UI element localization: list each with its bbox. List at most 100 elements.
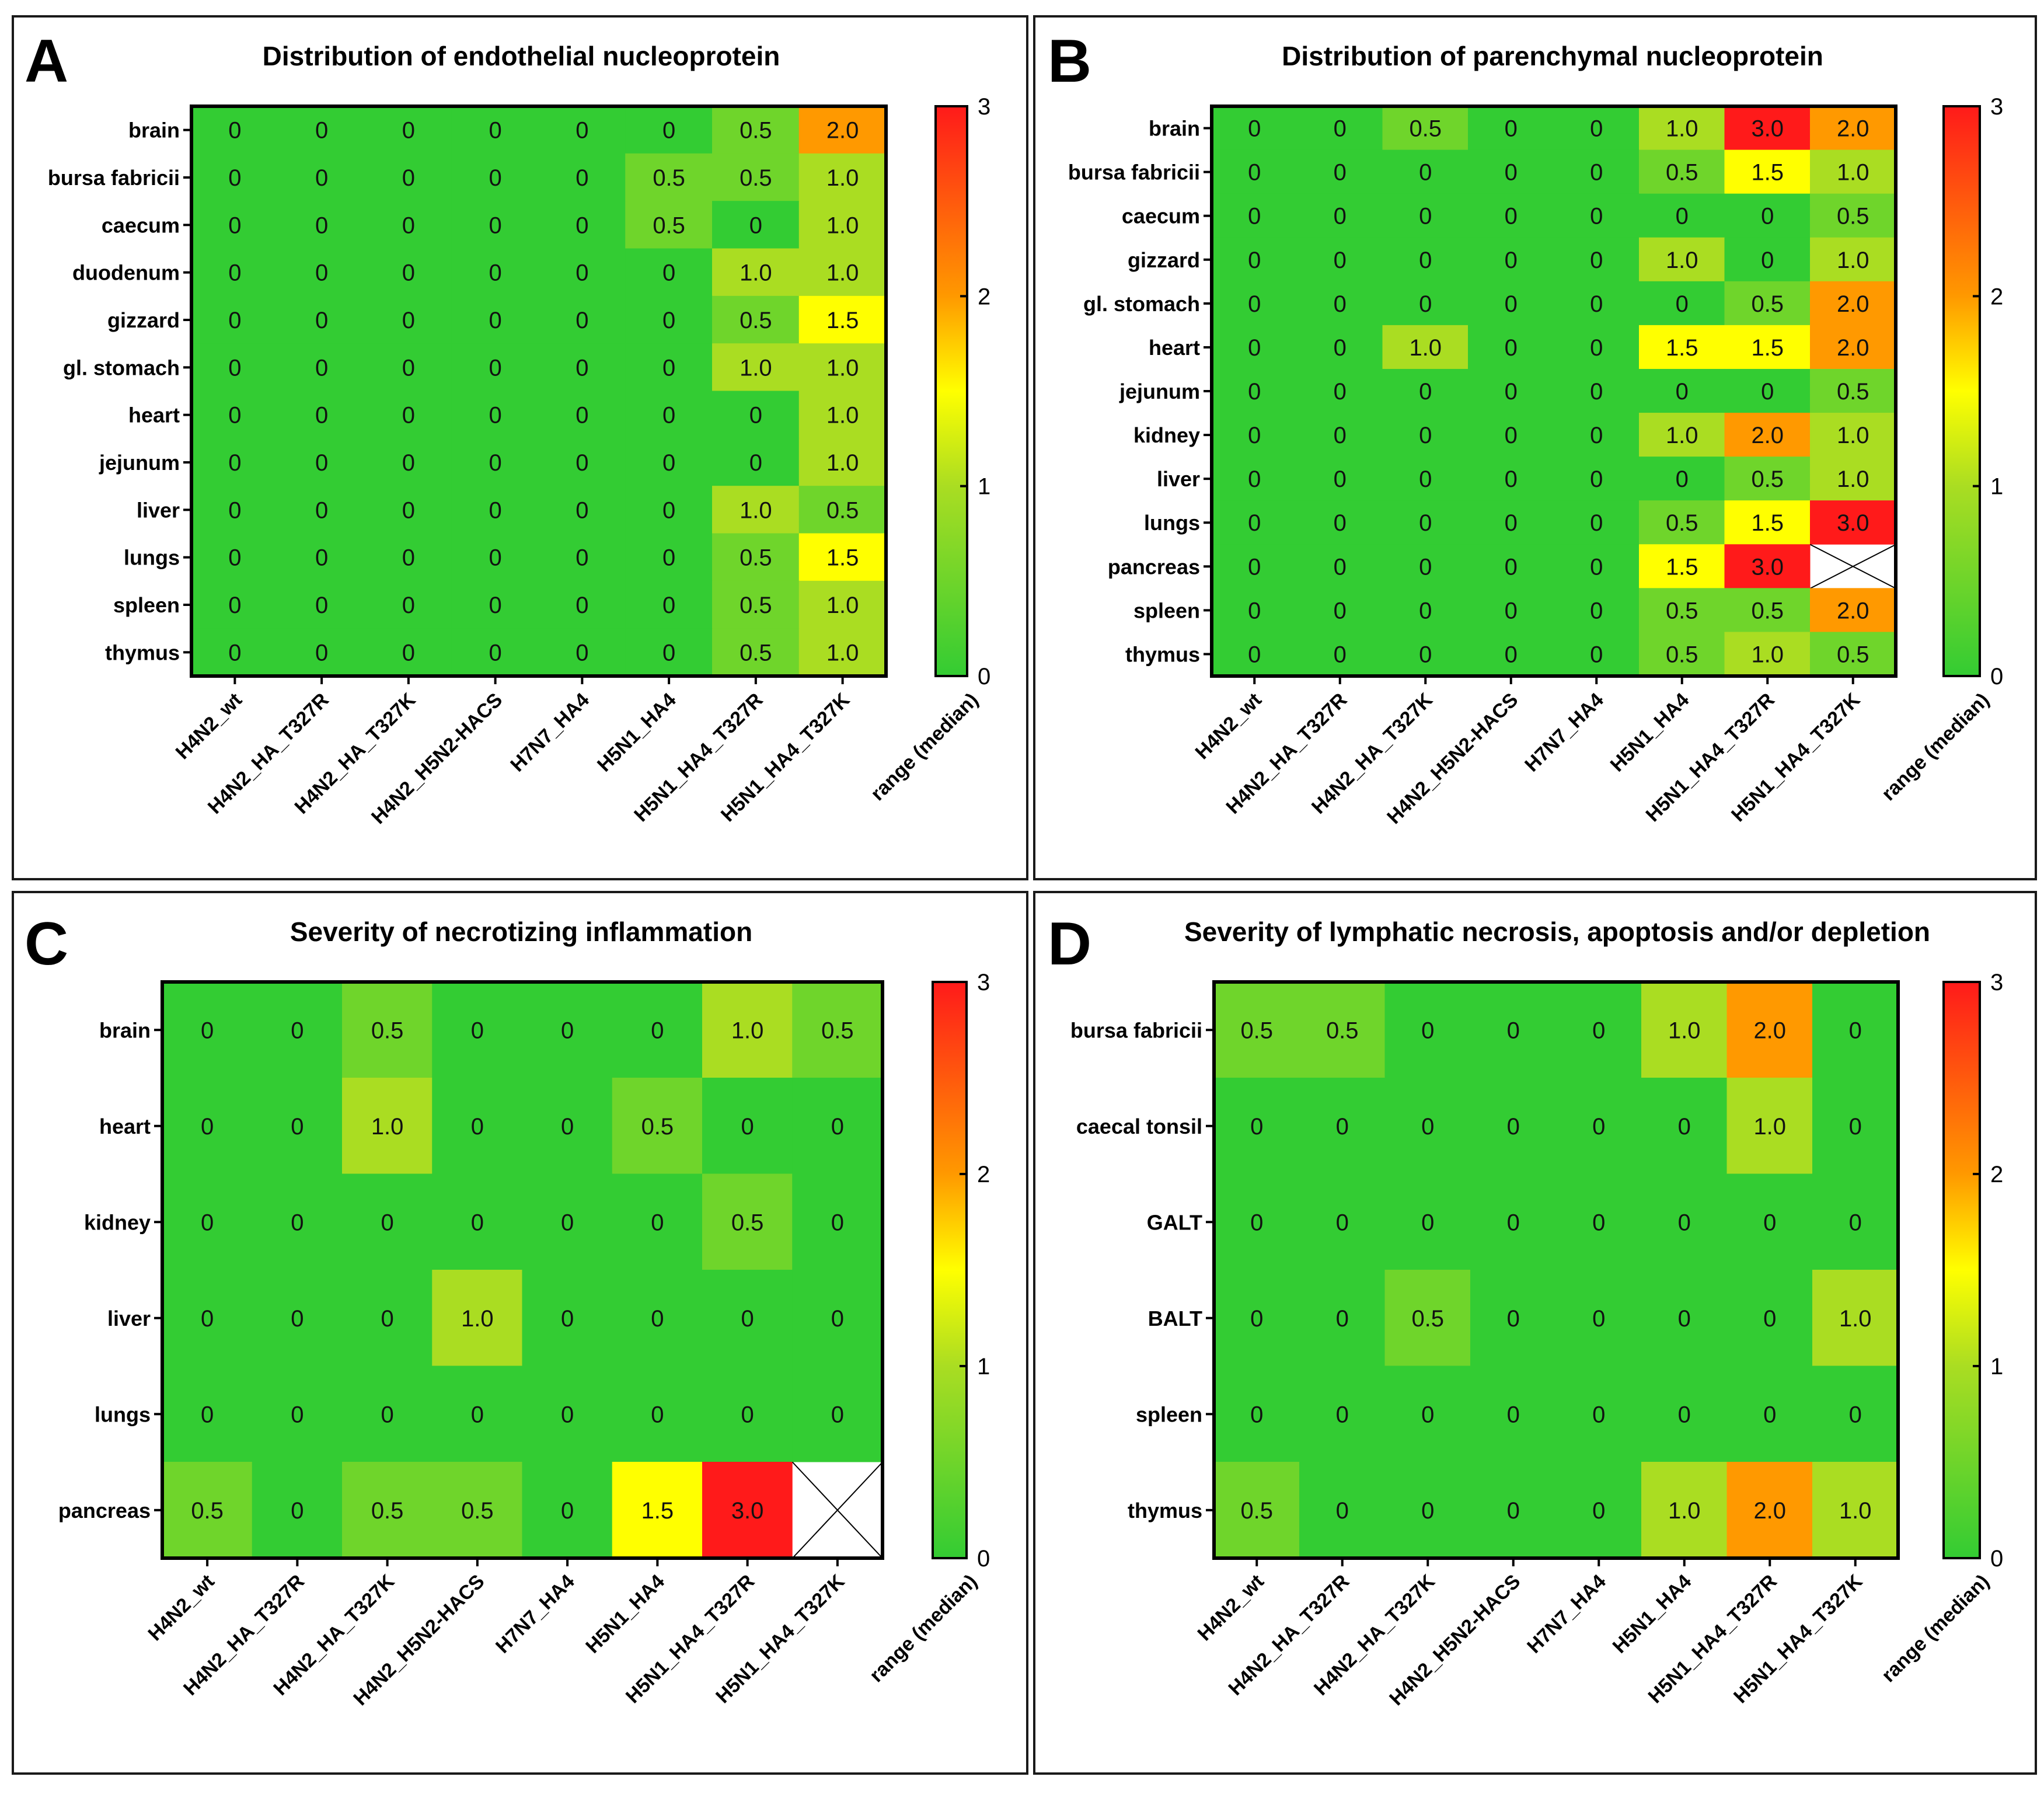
cell-value: 0 [315,165,328,191]
heatmap-cell [191,153,279,202]
heatmap-cell [1639,106,1725,151]
heatmap-cell [1724,368,1811,414]
cell-value: 0.5 [191,1498,224,1524]
heatmap-border [190,104,888,678]
heatmap-cell [538,343,626,392]
cell-value: 3.0 [1751,554,1784,580]
heatmap-cell [252,1078,343,1175]
heatmap-cell [252,1270,343,1367]
cell-value: 0 [575,593,588,618]
cell-value: 0 [1421,1018,1434,1043]
cell-value: 0 [651,1402,664,1427]
colorbar [932,981,968,1559]
cell-value: 0 [1678,1210,1691,1235]
heatmap-cell [1470,981,1557,1078]
row-label: brain [99,1018,151,1042]
heatmap-cell [162,1462,253,1559]
cell-value: 0.5 [1751,291,1784,317]
heatmap-cell [1553,413,1640,458]
heatmap-cell [432,1462,523,1559]
cell-value: 1.5 [1751,160,1784,186]
cell-value: 0.5 [1326,1018,1359,1043]
heatmap-cell [522,1365,613,1462]
cell-value: 0 [1248,291,1261,317]
cell-value: 0 [1248,598,1261,623]
cell-value: 0 [228,355,241,381]
heatmap-cell [702,1365,793,1462]
heatmap-cell [1382,632,1469,677]
cell-value: 0 [402,213,415,238]
cell-value: 0 [402,355,415,381]
cell-value: 0 [1761,248,1774,273]
row-label: thymus [105,640,180,664]
colorbar-tick-label: 3 [977,970,990,995]
heatmap-cell [162,1078,253,1175]
cell-value: 0 [1419,204,1432,229]
cell-value: 0 [315,308,328,333]
row-label: pancreas [58,1499,151,1523]
heatmap-cell [1211,106,1297,151]
cell-value: 0 [575,403,588,429]
heatmap-cell [1641,1173,1728,1270]
cell-value: 0 [1592,1018,1605,1043]
cell-value: 0 [471,1210,484,1235]
cell-value: 1.0 [740,497,772,523]
heatmap-cell [1468,413,1554,458]
row-label: heart [1149,336,1200,360]
panel-frame [12,15,1028,880]
heatmap-cell [278,343,365,392]
heatmap-cell [432,1173,523,1270]
row-label: gizzard [1128,248,1200,272]
heatmap-cell [1812,1173,1899,1270]
cell-value: 0 [1505,116,1518,142]
cell-value: 1.0 [826,213,859,238]
heatmap-cell [522,1173,613,1270]
cell-value: 0 [1419,248,1432,273]
cell-value: 0 [1248,423,1261,448]
cell-value: 0.5 [821,1018,854,1043]
heatmap-cell [1639,500,1725,545]
heatmap-cell [625,295,713,344]
heatmap-cell [1213,1173,1300,1270]
cell-value: 0 [315,260,328,286]
heatmap-cell [1213,981,1300,1078]
column-label: H5N1_HA4 [581,1570,669,1658]
cell-value: 0 [1590,204,1603,229]
heatmap-cell [1299,1270,1386,1367]
cell-value: 0 [749,450,762,476]
heatmap-cell [1639,281,1725,326]
heatmap-cell [1724,237,1811,282]
cell-value: 0 [471,1402,484,1427]
heatmap-cell [1470,1270,1557,1367]
cell-value: 0 [651,1018,664,1043]
heatmap-cell [798,438,887,487]
cell-value: 0.5 [1409,116,1442,142]
row-label: liver [1157,467,1200,491]
heatmap-cell [538,533,626,581]
heatmap-cell [612,1270,703,1367]
heatmap-cell [1639,325,1725,370]
heatmap-cell [712,628,800,677]
cell-value: 0 [741,1402,754,1427]
cell-value: 0.5 [740,545,772,571]
cell-value: 0 [402,118,415,144]
heatmap-cell [1812,1365,1899,1462]
heatmap-cell [1384,1365,1471,1462]
heatmap-cell [1641,1078,1728,1175]
heatmap-cell [342,1462,433,1559]
heatmap-cell [1382,281,1469,326]
cell-value: 1.0 [826,260,859,286]
colorbar-tick-label: 2 [1990,1162,2003,1187]
column-label: H5N1_HA4 [1606,689,1694,776]
heatmap-cell [1810,281,1896,326]
row-label: brain [128,119,180,142]
heatmap-cell [1299,1173,1386,1270]
cell-value: 0.5 [371,1498,404,1524]
cell-value: 0 [228,450,241,476]
heatmap-cell [252,981,343,1078]
heatmap-cell [625,248,713,297]
heatmap-cell [1299,1365,1386,1462]
heatmap-cell [365,106,452,154]
cell-value: 0 [561,1018,574,1043]
cell-value: 0 [1334,335,1347,361]
